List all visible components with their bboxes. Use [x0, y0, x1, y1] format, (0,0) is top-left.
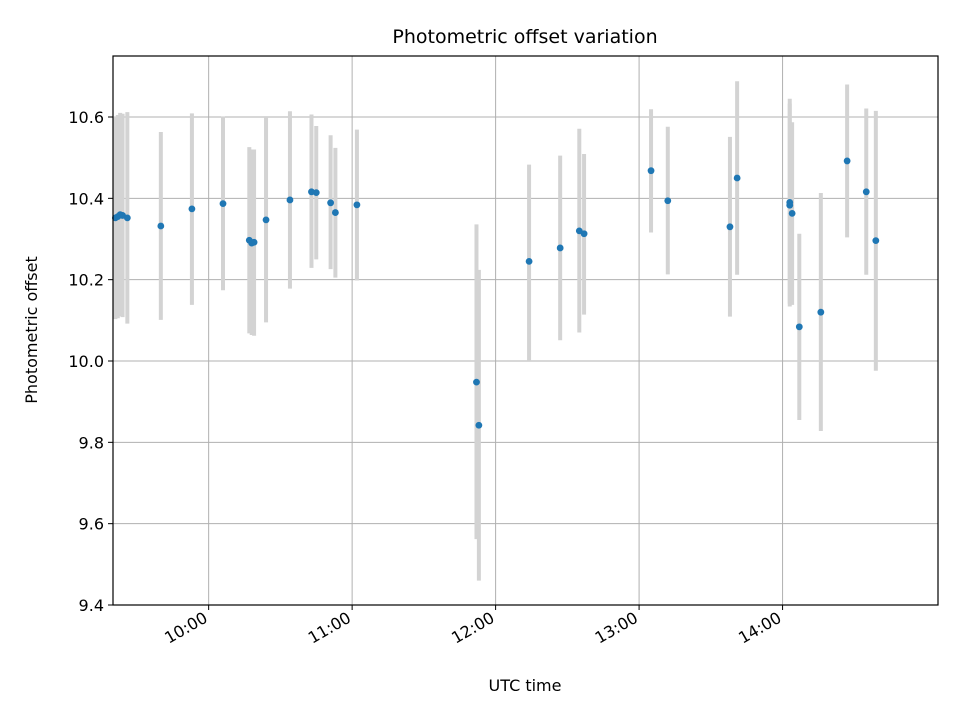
data-point	[843, 157, 851, 165]
data-point	[788, 209, 796, 217]
y-tick-label: 9.8	[79, 433, 104, 452]
y-tick-label: 10.0	[68, 352, 104, 371]
data-point	[123, 214, 131, 222]
data-point	[795, 323, 803, 331]
data-point	[250, 238, 258, 246]
chart-title: Photometric offset variation	[392, 26, 657, 48]
data-point	[786, 199, 794, 206]
data-point	[556, 244, 564, 252]
y-tick-label: 9.4	[79, 596, 104, 615]
data-point	[312, 189, 320, 197]
data-point	[664, 197, 672, 205]
data-point	[817, 308, 825, 316]
y-tick-label: 9.6	[79, 515, 104, 534]
data-point	[872, 237, 880, 245]
data-point	[862, 188, 870, 196]
data-point	[525, 257, 533, 265]
data-point	[188, 205, 196, 213]
y-tick-label: 10.2	[68, 271, 104, 290]
y-axis-ticks: 9.4 9.6 9.8 10.0 10.2 10.4 10.6	[68, 108, 113, 615]
data-point	[726, 223, 734, 231]
y-tick-label: 10.6	[68, 108, 104, 127]
data-point	[473, 378, 480, 386]
data-point	[580, 230, 588, 238]
data-point	[353, 201, 361, 209]
plot-frame	[112, 55, 939, 606]
y-axis-label: Photometric offset	[22, 256, 41, 404]
y-tick-label: 10.4	[68, 189, 104, 208]
data-point	[219, 200, 227, 208]
data-point	[286, 196, 294, 204]
data-point	[647, 167, 655, 175]
x-axis-label: UTC time	[489, 676, 562, 695]
data-point	[475, 421, 483, 429]
data-point	[327, 199, 335, 207]
data-point	[733, 174, 741, 182]
data-point	[262, 216, 270, 224]
data-points	[111, 157, 880, 429]
data-point	[157, 222, 165, 230]
data-point	[331, 209, 339, 216]
